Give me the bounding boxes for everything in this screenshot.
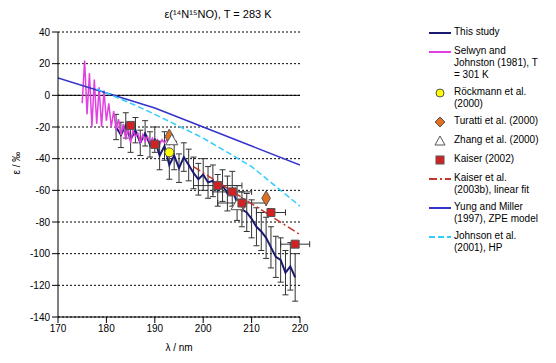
html-text:ε(¹⁴N¹⁵NO), T = 283 K: ε(¹⁴N¹⁵NO), T = 283 K	[164, 8, 272, 20]
svg-text:170: 170	[50, 323, 67, 334]
svg-text:220: 220	[292, 323, 309, 334]
svg-text:190: 190	[146, 323, 163, 334]
html-text:Kaiser (2002): Kaiser (2002)	[454, 153, 514, 164]
html-text:Zhang et al. (2000): Zhang et al. (2000)	[454, 134, 539, 145]
html-text:Selwyn and Johnston (1981), T: Selwyn and Johnston (1981), T = 301 K	[454, 45, 538, 80]
svg-text:-120: -120	[30, 280, 50, 291]
svg-text:-100: -100	[30, 248, 50, 259]
svg-text:180: 180	[98, 323, 115, 334]
svg-text:-40: -40	[36, 153, 51, 164]
svg-text:-20: -20	[36, 122, 51, 133]
html-text:Turatti et al. (2000): Turatti et al. (2000)	[454, 115, 539, 126]
html-text:This study: This study	[454, 26, 500, 37]
svg-text:-60: -60	[36, 185, 51, 196]
html-text:Johnson et al. (2001), HP: Johnson et al. (2001), HP	[454, 230, 517, 253]
html-text:Yung and Miller (1997), ZPE mo: Yung and Miller (1997), ZPE model	[454, 201, 538, 224]
svg-text:-140: -140	[30, 312, 50, 323]
html-text:Röckmann et al. (2000): Röckmann et al. (2000)	[454, 86, 527, 109]
svg-text:λ / nm: λ / nm	[165, 342, 192, 353]
html-text:Kaiser et al. (2003b), linear: Kaiser et al. (2003b), linear fit	[454, 172, 529, 195]
svg-text:0: 0	[44, 90, 50, 101]
svg-text:-80: -80	[36, 217, 51, 228]
svg-text:20: 20	[39, 58, 51, 69]
svg-text:40: 40	[39, 27, 51, 38]
svg-text:210: 210	[243, 323, 260, 334]
svg-text:ε / ‰: ε / ‰	[11, 152, 22, 175]
svg-text:200: 200	[195, 323, 212, 334]
